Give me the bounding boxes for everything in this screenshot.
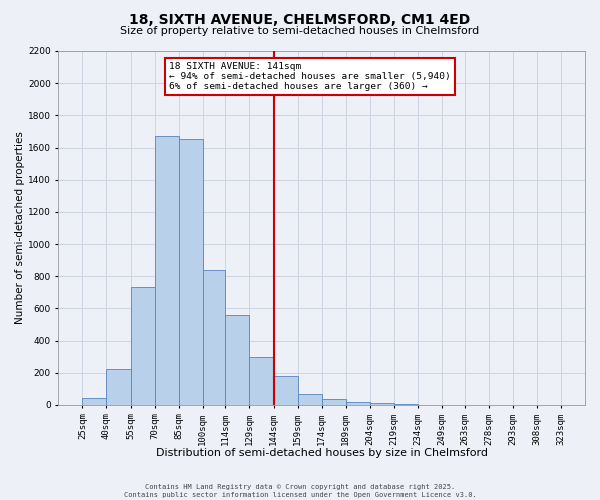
Text: Size of property relative to semi-detached houses in Chelmsford: Size of property relative to semi-detach… [121,26,479,36]
Text: 18 SIXTH AVENUE: 141sqm
← 94% of semi-detached houses are smaller (5,940)
6% of : 18 SIXTH AVENUE: 141sqm ← 94% of semi-de… [169,62,451,92]
Bar [203,270,226,405]
Bar [274,376,298,405]
Bar [226,315,250,405]
Text: Contains HM Land Registry data © Crown copyright and database right 2025.
Contai: Contains HM Land Registry data © Crown c… [124,484,476,498]
Bar [106,370,131,405]
Bar [179,140,203,405]
Bar [298,394,322,405]
Bar [131,288,155,405]
Bar [346,402,370,405]
Bar [322,399,346,405]
Bar [394,404,418,405]
X-axis label: Distribution of semi-detached houses by size in Chelmsford: Distribution of semi-detached houses by … [156,448,488,458]
Bar [370,403,394,405]
Y-axis label: Number of semi-detached properties: Number of semi-detached properties [15,132,25,324]
Bar [82,398,106,405]
Bar [155,136,179,405]
Text: 18, SIXTH AVENUE, CHELMSFORD, CM1 4ED: 18, SIXTH AVENUE, CHELMSFORD, CM1 4ED [130,12,470,26]
Bar [250,356,274,405]
